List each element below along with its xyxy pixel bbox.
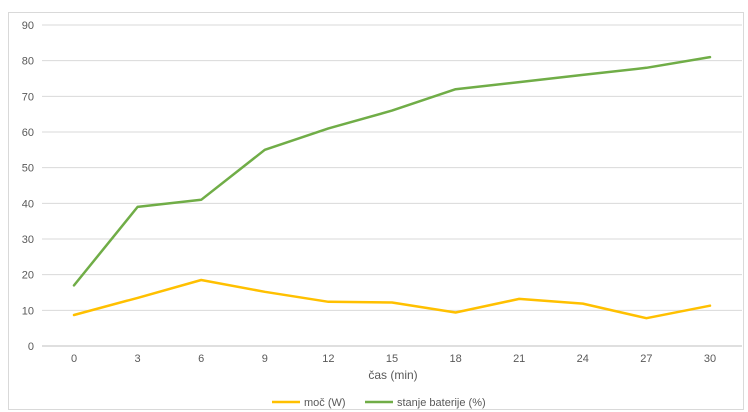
series-line-0 (72, 278, 712, 320)
y-tick-label: 70 (22, 91, 34, 103)
x-tick-label: 18 (449, 353, 461, 365)
x-tick-label: 24 (577, 353, 589, 365)
x-axis-ticks: 0 3 6 9 12 15 18 21 24 27 30 (71, 353, 716, 365)
y-tick-label: 10 (22, 305, 34, 317)
series-line-1 (72, 55, 712, 287)
chart-frame (8, 12, 744, 410)
x-tick-label: 9 (262, 353, 268, 365)
x-tick-label: 6 (198, 353, 204, 365)
legend-label: stanje baterije (%) (397, 397, 486, 409)
x-tick-label: 3 (135, 353, 141, 365)
x-tick-label: 0 (71, 353, 77, 365)
x-tick-label: 15 (386, 353, 398, 365)
x-tick-label: 30 (704, 353, 716, 365)
legend: moč (W) stanje baterije (%) (272, 397, 486, 409)
y-tick-label: 80 (22, 56, 34, 68)
series-lines (72, 55, 712, 320)
y-axis-ticks: 0 10 20 30 40 50 60 70 80 90 (22, 20, 34, 353)
x-tick-label: 27 (640, 353, 652, 365)
y-tick-label: 40 (22, 198, 34, 210)
y-tick-label: 90 (22, 20, 34, 32)
y-tick-label: 0 (28, 341, 34, 353)
x-tick-label: 12 (322, 353, 334, 365)
y-tick-label: 60 (22, 127, 34, 139)
y-tick-label: 20 (22, 270, 34, 282)
legend-label: moč (W) (304, 397, 346, 409)
x-tick-label: 21 (513, 353, 525, 365)
y-tick-label: 50 (22, 163, 34, 175)
y-tick-label: 30 (22, 234, 34, 246)
gridlines (42, 24, 742, 347)
x-axis-title: čas (min) (368, 368, 417, 382)
